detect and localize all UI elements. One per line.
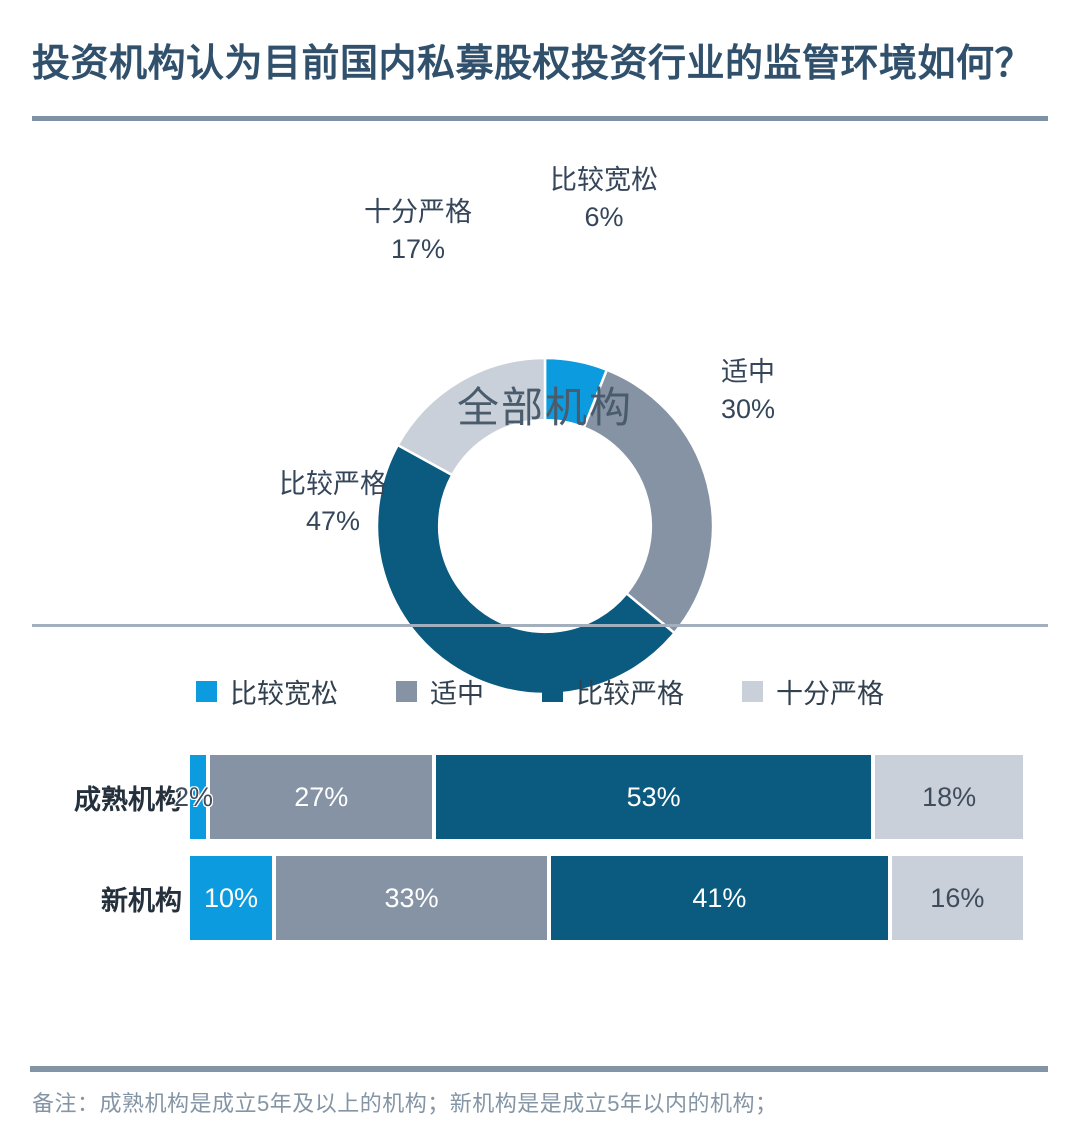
bar-segment-value: 18% — [922, 781, 977, 812]
bar-segment-比较宽松: 10% — [190, 856, 273, 940]
legend-item-比较严格: 比较严格 — [542, 672, 684, 711]
donut-label-strict-name: 比较严格 — [279, 469, 387, 499]
bar-segment-比较宽松: 2% — [174, 755, 213, 839]
title-underline — [32, 116, 1048, 121]
bar-segment-value: 33% — [384, 882, 439, 913]
donut-label-very-strict-pct: 17% — [390, 234, 446, 264]
legend-swatch-icon — [542, 681, 563, 702]
donut-center-label: 全部机构 — [456, 384, 633, 431]
section-divider — [32, 624, 1048, 627]
legend-swatch-icon — [396, 681, 417, 702]
donut-label-very-strict: 十分严格 17% — [308, 194, 528, 268]
bar-row-label: 新机构 — [101, 885, 182, 916]
bar-row-成熟机构: 成熟机构 2% 27% 53% 18% — [0, 755, 1080, 839]
donut-label-strict: 比较严格 47% — [223, 466, 443, 540]
footnote: 备注：成熟机构是成立5年及以上的机构；新机构是是成立5年以内的机构； — [32, 1091, 778, 1116]
donut-label-very-strict-name: 十分严格 — [364, 197, 472, 227]
bar-segment-适中: 27% — [210, 755, 433, 839]
chart-legend: 比较宽松 适中 比较严格 十分严格 — [0, 672, 1080, 711]
bar-segment-value: 41% — [692, 882, 747, 913]
legend-swatch-icon — [742, 681, 763, 702]
bar-segment-value: 16% — [930, 882, 985, 913]
bar-segment-value: 53% — [626, 781, 681, 812]
donut-label-loose: 比较宽松 6% — [494, 162, 714, 236]
donut-label-medium-pct: 30% — [720, 394, 776, 424]
donut-label-medium-name: 适中 — [721, 357, 775, 387]
bar-segment-value: 27% — [294, 781, 349, 812]
legend-label: 比较严格 — [576, 679, 684, 709]
donut-label-loose-pct: 6% — [584, 202, 624, 232]
bar-segment-十分严格: 18% — [875, 755, 1023, 839]
donut-label-loose-name: 比较宽松 — [550, 165, 658, 195]
legend-item-适中: 适中 — [396, 672, 484, 711]
footer-divider — [30, 1066, 1048, 1072]
donut-chart: 全部机构 比较宽松 6% 十分严格 17% 适中 30% 比较严格 47% — [0, 130, 1080, 696]
legend-label: 十分严格 — [776, 679, 884, 709]
bar-segment-适中: 33% — [276, 856, 548, 940]
legend-label: 适中 — [430, 679, 484, 709]
legend-swatch-icon — [196, 681, 217, 702]
page-title: 投资机构认为目前国内私募股权投资行业的监管环境如何？ — [32, 43, 1034, 85]
legend-label: 比较宽松 — [230, 679, 338, 709]
bar-track: 10% 33% 41% 16% — [190, 856, 1023, 940]
bar-segment-比较严格: 41% — [551, 856, 888, 940]
bar-segment-value: 2% — [174, 781, 214, 812]
donut-label-medium: 适中 30% — [638, 354, 858, 428]
bar-row-新机构: 新机构 10% 33% 41% 16% — [0, 856, 1080, 940]
bar-segment-十分严格: 16% — [891, 856, 1023, 940]
donut-label-strict-pct: 47% — [305, 506, 361, 536]
donut-segment-十分严格 — [396, 356, 547, 477]
legend-item-十分严格: 十分严格 — [742, 672, 884, 711]
bar-segment-value: 10% — [204, 882, 259, 913]
bar-row-label: 成熟机构 — [74, 784, 182, 815]
legend-item-比较宽松: 比较宽松 — [196, 672, 338, 711]
bar-track: 2% 27% 53% 18% — [174, 755, 1023, 839]
bar-segment-比较严格: 53% — [436, 755, 872, 839]
